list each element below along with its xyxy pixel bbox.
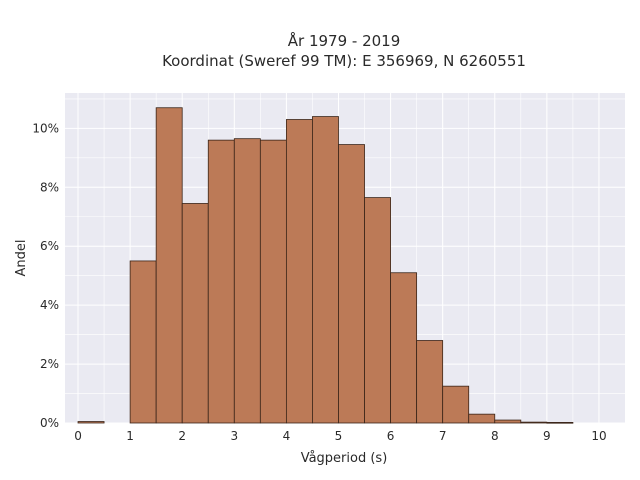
y-tick-label: 8% — [40, 180, 59, 194]
x-tick-label: 1 — [126, 429, 134, 443]
y-tick-label: 4% — [40, 298, 59, 312]
histogram-bar — [546, 422, 574, 424]
chart-title-line2: Koordinat (Sweref 99 TM): E 356969, N 62… — [162, 52, 526, 70]
x-tick-label: 9 — [543, 429, 551, 443]
histogram-bar — [181, 203, 209, 424]
x-tick-label: 7 — [439, 429, 447, 443]
histogram-bar — [520, 421, 548, 424]
histogram-bar — [207, 139, 235, 424]
histogram-bar — [259, 139, 287, 424]
x-tick-label: 4 — [283, 429, 291, 443]
histogram-bar — [442, 385, 470, 424]
y-axis-ticks: 0% 2% 4% 6% 8% 10% — [32, 121, 59, 430]
x-tick-label: 3 — [230, 429, 238, 443]
histogram-bar — [364, 197, 391, 424]
histogram-bar — [468, 413, 496, 424]
x-tick-label: 10 — [591, 429, 606, 443]
histogram-bar — [494, 419, 522, 424]
histogram-bar — [155, 107, 183, 424]
x-axis-ticks: 0 1 2 3 4 5 6 7 8 9 10 — [74, 429, 606, 443]
histogram-bar — [233, 138, 261, 424]
histogram-bars — [77, 107, 574, 424]
x-axis-label: Vågperiod (s) — [301, 451, 388, 466]
histogram-bar — [312, 116, 339, 424]
x-tick-label: 6 — [387, 429, 395, 443]
histogram-bar — [285, 119, 313, 424]
y-tick-label: 0% — [40, 416, 59, 430]
y-axis-label: Andel — [14, 240, 29, 277]
histogram-bar — [77, 421, 105, 424]
y-tick-label: 2% — [40, 357, 59, 371]
x-tick-label: 8 — [491, 429, 499, 443]
x-tick-label: 5 — [335, 429, 343, 443]
histogram-bar — [338, 144, 365, 424]
x-tick-label: 2 — [178, 429, 186, 443]
histogram-bar — [390, 272, 418, 424]
chart-title-line1: År 1979 - 2019 — [288, 31, 401, 50]
y-tick-label: 10% — [32, 121, 59, 135]
x-tick-label: 0 — [74, 429, 82, 443]
histogram-bar — [416, 340, 444, 424]
histogram-bar — [129, 260, 157, 424]
y-tick-label: 6% — [40, 239, 59, 253]
